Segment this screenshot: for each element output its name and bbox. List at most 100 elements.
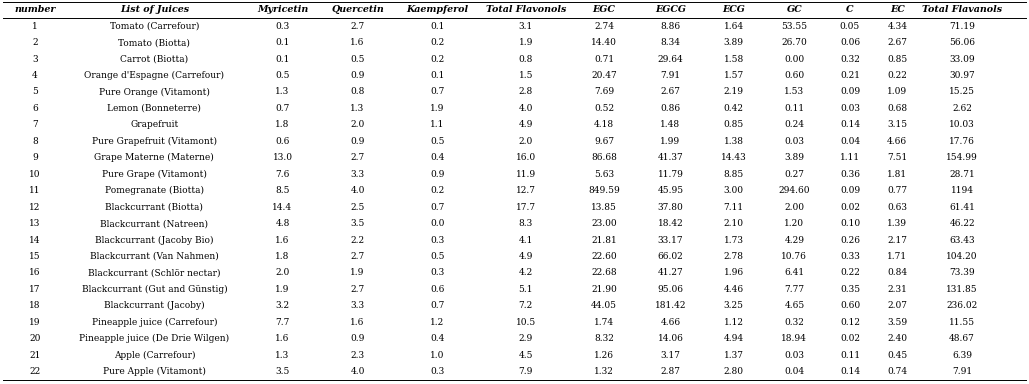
Text: 3.3: 3.3 xyxy=(351,301,364,310)
Text: 0.6: 0.6 xyxy=(430,285,445,294)
Text: 2.31: 2.31 xyxy=(887,285,908,294)
Text: 0.1: 0.1 xyxy=(430,71,445,80)
Text: 0.32: 0.32 xyxy=(840,55,860,64)
Text: 0.05: 0.05 xyxy=(840,22,860,31)
Text: 0.4: 0.4 xyxy=(430,153,445,162)
Text: 2.87: 2.87 xyxy=(661,367,680,376)
Text: 294.60: 294.60 xyxy=(779,186,810,195)
Text: 13.85: 13.85 xyxy=(591,203,617,212)
Text: 30.97: 30.97 xyxy=(949,71,975,80)
Text: Pineapple juice (De Drie Wilgen): Pineapple juice (De Drie Wilgen) xyxy=(79,334,229,343)
Text: 2.9: 2.9 xyxy=(519,334,533,343)
Text: 0.5: 0.5 xyxy=(350,55,365,64)
Text: 41.27: 41.27 xyxy=(658,268,683,278)
Text: 0.9: 0.9 xyxy=(351,334,364,343)
Text: 1.81: 1.81 xyxy=(887,170,908,179)
Text: 2.8: 2.8 xyxy=(519,88,533,96)
Text: 7.91: 7.91 xyxy=(661,71,680,80)
Text: 3: 3 xyxy=(32,55,38,64)
Text: 8.3: 8.3 xyxy=(519,219,533,228)
Text: 0.68: 0.68 xyxy=(887,104,908,113)
Text: Grapefruit: Grapefruit xyxy=(131,120,178,129)
Text: 0.36: 0.36 xyxy=(840,170,860,179)
Text: 0.35: 0.35 xyxy=(840,285,860,294)
Text: 3.3: 3.3 xyxy=(351,170,364,179)
Text: 2.7: 2.7 xyxy=(351,153,364,162)
Text: Total Flavanols: Total Flavanols xyxy=(922,5,1002,15)
Text: 154.99: 154.99 xyxy=(947,153,978,162)
Text: 10: 10 xyxy=(29,170,41,179)
Text: 26.70: 26.70 xyxy=(781,38,808,47)
Text: 849.59: 849.59 xyxy=(589,186,619,195)
Text: 7: 7 xyxy=(32,120,38,129)
Text: 2.0: 2.0 xyxy=(351,120,364,129)
Text: 4.9: 4.9 xyxy=(519,252,533,261)
Text: 0.9: 0.9 xyxy=(430,170,445,179)
Text: Quercetin: Quercetin xyxy=(331,5,384,15)
Text: 3.2: 3.2 xyxy=(276,301,289,310)
Text: 95.06: 95.06 xyxy=(658,285,683,294)
Text: 1.74: 1.74 xyxy=(594,318,614,327)
Text: 1.39: 1.39 xyxy=(887,219,908,228)
Text: 2.74: 2.74 xyxy=(594,22,614,31)
Text: 4.5: 4.5 xyxy=(519,351,533,360)
Text: 0.11: 0.11 xyxy=(784,104,805,113)
Text: 0.71: 0.71 xyxy=(594,55,614,64)
Text: 0.14: 0.14 xyxy=(840,367,860,376)
Text: 0.02: 0.02 xyxy=(840,334,860,343)
Text: 0.09: 0.09 xyxy=(840,88,860,96)
Text: 86.68: 86.68 xyxy=(591,153,617,162)
Text: 7.11: 7.11 xyxy=(723,203,744,212)
Text: 4.0: 4.0 xyxy=(519,104,533,113)
Text: 1: 1 xyxy=(32,22,38,31)
Text: Pure Apple (Vitamont): Pure Apple (Vitamont) xyxy=(103,367,206,376)
Text: 8.5: 8.5 xyxy=(275,186,290,195)
Text: 1.2: 1.2 xyxy=(430,318,445,327)
Text: 29.64: 29.64 xyxy=(658,55,683,64)
Text: Blackcurrant (Natreen): Blackcurrant (Natreen) xyxy=(101,219,208,228)
Text: 0.33: 0.33 xyxy=(840,252,860,261)
Text: 0.74: 0.74 xyxy=(887,367,908,376)
Text: 21.81: 21.81 xyxy=(591,235,617,245)
Text: 73.39: 73.39 xyxy=(950,268,974,278)
Text: 0.60: 0.60 xyxy=(840,301,860,310)
Text: 2.62: 2.62 xyxy=(952,104,972,113)
Text: 0.2: 0.2 xyxy=(430,38,445,47)
Text: 0.5: 0.5 xyxy=(430,137,445,146)
Text: Orange d'Espagne (Carrefour): Orange d'Espagne (Carrefour) xyxy=(84,71,224,80)
Text: 0.5: 0.5 xyxy=(430,252,445,261)
Text: 28.71: 28.71 xyxy=(949,170,975,179)
Text: number: number xyxy=(14,5,56,15)
Text: 2.10: 2.10 xyxy=(723,219,744,228)
Text: Apple (Carrefour): Apple (Carrefour) xyxy=(113,351,196,360)
Text: 0.04: 0.04 xyxy=(840,137,860,146)
Text: 14.06: 14.06 xyxy=(658,334,683,343)
Text: 1.9: 1.9 xyxy=(276,285,289,294)
Text: 3.25: 3.25 xyxy=(723,301,744,310)
Text: 3.59: 3.59 xyxy=(887,318,908,327)
Text: 2.0: 2.0 xyxy=(276,268,289,278)
Text: 0.03: 0.03 xyxy=(840,104,860,113)
Text: 0.6: 0.6 xyxy=(276,137,289,146)
Text: Pure Grapefruit (Vitamont): Pure Grapefruit (Vitamont) xyxy=(92,137,217,146)
Text: 19: 19 xyxy=(29,318,41,327)
Text: 14.40: 14.40 xyxy=(591,38,617,47)
Text: 22: 22 xyxy=(30,367,40,376)
Text: 4.8: 4.8 xyxy=(276,219,289,228)
Text: 71.19: 71.19 xyxy=(949,22,975,31)
Text: 6: 6 xyxy=(32,104,38,113)
Text: 0.86: 0.86 xyxy=(661,104,680,113)
Text: 18.42: 18.42 xyxy=(658,219,683,228)
Text: 8.85: 8.85 xyxy=(723,170,744,179)
Text: 7.77: 7.77 xyxy=(784,285,805,294)
Text: 1.5: 1.5 xyxy=(519,71,533,80)
Text: 0.8: 0.8 xyxy=(519,55,533,64)
Text: 1.48: 1.48 xyxy=(661,120,680,129)
Text: 4.0: 4.0 xyxy=(351,367,364,376)
Text: 12: 12 xyxy=(29,203,41,212)
Text: 53.55: 53.55 xyxy=(781,22,808,31)
Text: 10.5: 10.5 xyxy=(516,318,536,327)
Text: 0.7: 0.7 xyxy=(430,301,445,310)
Text: 2.00: 2.00 xyxy=(784,203,805,212)
Text: 1.3: 1.3 xyxy=(276,88,289,96)
